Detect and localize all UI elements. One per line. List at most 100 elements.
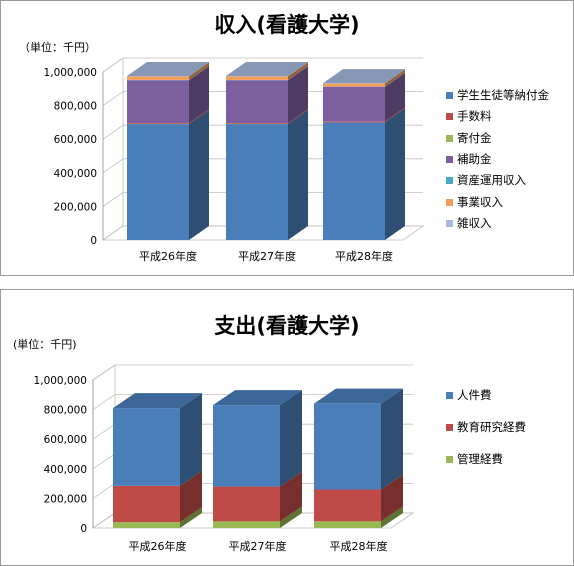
bar-segment-side (381, 388, 403, 490)
gridline (92, 394, 413, 410)
gridline (92, 364, 413, 381)
bar-segment (113, 522, 180, 528)
legend-swatch (446, 424, 453, 431)
bar-segment-side (288, 66, 308, 124)
bar-segment-side (180, 507, 202, 528)
bar-segment (226, 80, 288, 124)
legend-label: 人件費 (457, 388, 492, 402)
bar-segment (213, 486, 280, 522)
y-tick-label: 200,000 (44, 493, 87, 505)
bar-segment-side (180, 470, 202, 523)
y-tick-label: 800,000 (44, 405, 87, 417)
bar-segment-side (288, 110, 308, 240)
legend-entry: 人件費 (446, 387, 492, 403)
bar-segment-side (288, 65, 308, 81)
bar-top (314, 388, 403, 404)
legend-swatch (446, 392, 453, 399)
legend-entry: 資産運用収入 (446, 172, 526, 188)
bar-segment-side (385, 69, 405, 87)
legend-entry: 教育研究経費 (446, 419, 526, 435)
bar-top (226, 62, 308, 77)
bar-segment (323, 83, 385, 84)
x-tick-label: 平成26年度 (139, 249, 197, 263)
bar-segment (127, 76, 189, 80)
legend-label: 事業収入 (457, 194, 503, 209)
bar-segment (213, 521, 280, 528)
bar-segment-side (280, 471, 302, 522)
bar-top (127, 62, 209, 77)
bar-segment-side (385, 72, 405, 122)
legend-swatch (446, 456, 453, 463)
bar-segment-side (288, 62, 308, 80)
bar-segment (127, 123, 189, 125)
gridline (102, 57, 423, 73)
y-tick-label: 1,000,000 (44, 67, 97, 79)
bar-segment-side (189, 110, 209, 240)
legend-swatch (446, 177, 453, 185)
chart-title: 収入(看護大学) (214, 13, 360, 37)
bar-segment (113, 408, 180, 486)
legend-swatch (446, 155, 453, 163)
bar-segment (226, 123, 288, 125)
bar-segment-side (180, 393, 202, 486)
bar-segment-side (189, 65, 209, 81)
bar-segment-side (189, 109, 209, 124)
x-tick-label: 平成27年度 (238, 249, 296, 263)
bar-segment (314, 489, 381, 522)
bar-segment-side (385, 69, 405, 84)
legend-label: 資産運用収入 (457, 173, 526, 188)
bar-segment-side (385, 108, 405, 241)
bar-segment-side (385, 107, 405, 123)
bar-segment-side (280, 506, 302, 528)
y-tick-label: 0 (90, 235, 97, 247)
bar-segment (314, 403, 381, 490)
legend-label: 雑収入 (457, 215, 492, 230)
y-tick-label: 600,000 (54, 134, 97, 146)
legend-label: 寄付金 (457, 130, 492, 145)
y-tick-label: 800,000 (54, 101, 97, 113)
bar-segment (226, 124, 288, 240)
bar-segment (323, 83, 385, 87)
legend-swatch (446, 113, 453, 121)
unit-label: (単位：千円) (13, 338, 77, 351)
legend-label: 管理経費 (457, 452, 503, 466)
side-wall (92, 364, 116, 529)
legend-label: 手数料 (457, 109, 492, 124)
legend-label: 学生生徒等納付金 (457, 88, 549, 102)
x-tick-label: 平成26年度 (129, 539, 187, 553)
x-tick-label: 平成28年度 (335, 249, 393, 263)
x-tick-label: 平成28年度 (330, 539, 388, 553)
legend-swatch (446, 219, 453, 227)
bar-segment (314, 521, 381, 528)
bar-segment-side (385, 107, 405, 122)
legend-entry: 事業収入 (446, 194, 503, 210)
legend-swatch (446, 92, 453, 99)
legend-entry: 学生生徒等納付金 (446, 87, 549, 103)
chart-title: 支出(看護大学) (214, 314, 360, 338)
bar-segment-side (381, 506, 403, 528)
unit-label: （単位：千円） (19, 41, 96, 54)
legend-entry: 補助金 (446, 151, 492, 167)
y-tick-label: 400,000 (44, 464, 87, 476)
bar-segment-side (189, 66, 209, 124)
legend-entry: 管理経費 (446, 451, 503, 467)
bar-top (323, 69, 405, 84)
bar-segment-side (288, 109, 308, 125)
legend-entry: 雑収入 (446, 215, 492, 231)
bar-segment (226, 76, 288, 77)
bar-top (213, 390, 302, 406)
bar-segment-side (288, 62, 308, 77)
legend-entry: 手数料 (446, 108, 492, 124)
bar-segment (323, 122, 385, 240)
bar-segment-side (189, 62, 209, 80)
legend-swatch (446, 134, 453, 142)
legend-label: 補助金 (457, 151, 492, 166)
bar-segment (226, 76, 288, 80)
legend-entry: 寄付金 (446, 130, 492, 146)
bar-segment (127, 124, 189, 240)
x-tick-label: 平成27年度 (229, 539, 287, 553)
expense-chart-panel: 支出(看護大学) (単位：千円) 0 200,000 400,000 600,000 8… (0, 289, 574, 566)
bar-segment-side (280, 390, 302, 487)
y-tick-label: 1,000,000 (34, 375, 87, 387)
bar-segment-side (189, 62, 209, 77)
